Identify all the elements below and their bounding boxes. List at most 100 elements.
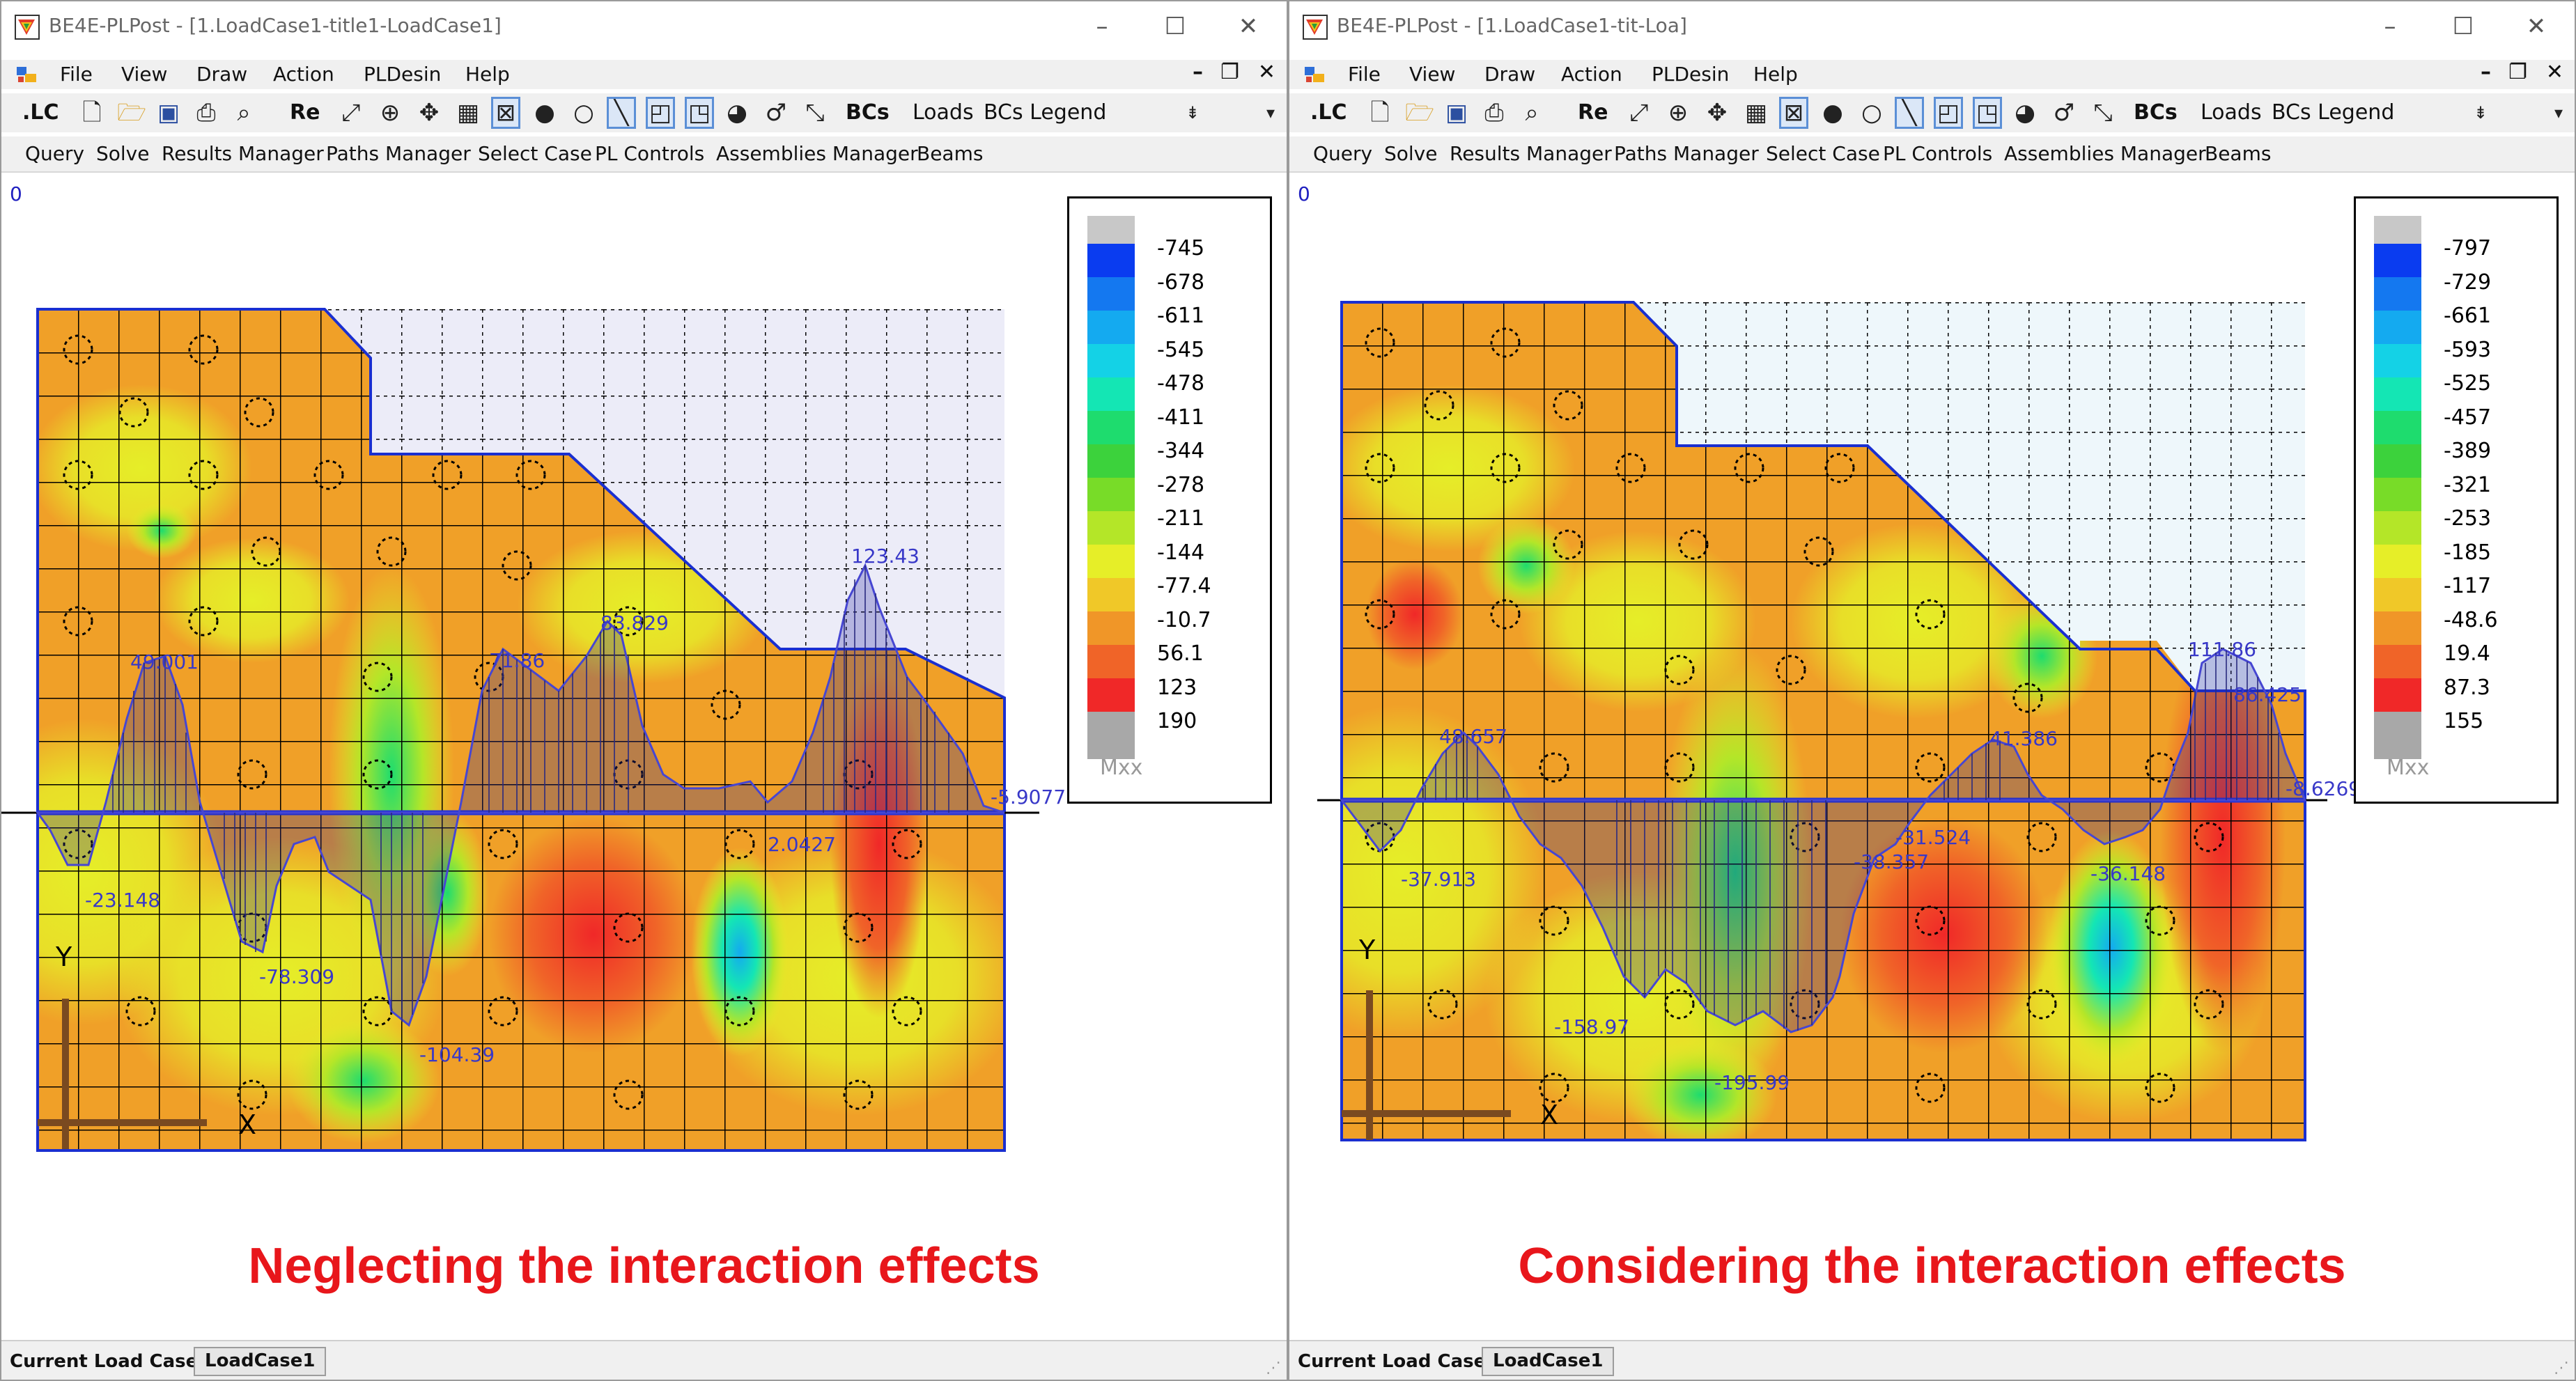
area-icon[interactable]: ◰ bbox=[1934, 97, 1963, 129]
element-icon[interactable]: ○ bbox=[573, 99, 594, 127]
mdi-restore-button[interactable]: ❐ bbox=[2508, 60, 2527, 84]
results-manager-button[interactable]: Results Manager bbox=[162, 142, 324, 165]
line-icon[interactable]: ╲ bbox=[607, 97, 636, 129]
pan-icon[interactable]: ✥ bbox=[419, 99, 440, 127]
document-icon[interactable] bbox=[1303, 64, 1326, 85]
print-preview-icon[interactable]: ⌕ bbox=[237, 99, 251, 127]
title-bar[interactable]: BE4E-PLPost - [1.LoadCase1-tit-Loa] – ☐ … bbox=[1289, 1, 2575, 53]
bcs-button[interactable]: BCs bbox=[846, 100, 890, 125]
toolbar-overflow-icon[interactable]: ⇟ bbox=[1185, 103, 1200, 123]
element-icon[interactable]: ○ bbox=[1861, 99, 1882, 127]
resize-grip-icon[interactable]: ⋰ bbox=[2554, 1359, 2569, 1377]
mdi-restore-button[interactable]: ❐ bbox=[1220, 60, 1239, 84]
paths-manager-button[interactable]: Paths Manager bbox=[1614, 142, 1759, 165]
menu-view[interactable]: View bbox=[121, 63, 168, 86]
menu-file[interactable]: File bbox=[1348, 63, 1381, 86]
contour-plot[interactable]: 48.657 41.386 111.86 86.425 -8.6269 -37.… bbox=[1289, 175, 2575, 1220]
menu-action[interactable]: Action bbox=[1561, 63, 1622, 86]
pan-icon[interactable]: ✥ bbox=[1707, 99, 1728, 127]
maximize-button[interactable]: ☐ bbox=[2452, 13, 2474, 40]
minimize-button[interactable]: – bbox=[2384, 13, 2396, 40]
assemblies-manager-button[interactable]: Assemblies Manager bbox=[2004, 142, 2206, 165]
close-button[interactable]: ✕ bbox=[2526, 13, 2547, 40]
solve-button[interactable]: Solve bbox=[1384, 142, 1438, 165]
support-icon[interactable]: ◕ bbox=[727, 99, 747, 127]
beams-button[interactable]: Beams bbox=[2205, 142, 2272, 165]
pile-icon[interactable]: ♂ bbox=[2053, 99, 2075, 127]
open-folder-icon[interactable]: 🗁 bbox=[1405, 99, 1435, 127]
menu-draw[interactable]: Draw bbox=[1484, 63, 1536, 86]
menu-help[interactable]: Help bbox=[465, 63, 510, 86]
zoom-extents-icon[interactable]: ⤢ bbox=[341, 99, 361, 127]
lc-button[interactable]: .LC bbox=[1310, 100, 1347, 125]
pl-controls-button[interactable]: PL Controls bbox=[1883, 142, 1993, 165]
mdi-minimize-button[interactable]: – bbox=[2481, 60, 2491, 84]
select-case-button[interactable]: Select Case bbox=[1766, 142, 1880, 165]
zoom-window-icon[interactable]: ⊕ bbox=[380, 99, 401, 127]
lc-button[interactable]: .LC bbox=[22, 100, 59, 125]
select-case-button[interactable]: Select Case bbox=[478, 142, 592, 165]
regenerate-button[interactable]: Re bbox=[1578, 100, 1608, 125]
pile-icon[interactable]: ♂ bbox=[765, 99, 787, 127]
node-icon[interactable]: ● bbox=[534, 99, 555, 127]
node-icon[interactable]: ● bbox=[1822, 99, 1843, 127]
grid-icon[interactable]: ▦ bbox=[1744, 99, 1768, 127]
regenerate-button[interactable]: Re bbox=[290, 100, 320, 125]
menu-view[interactable]: View bbox=[1409, 63, 1456, 86]
document-icon[interactable] bbox=[15, 64, 38, 85]
mdi-minimize-button[interactable]: – bbox=[1193, 60, 1203, 84]
bcs-legend-button[interactable]: BCs Legend bbox=[2272, 100, 2395, 125]
solve-button[interactable]: Solve bbox=[96, 142, 150, 165]
menu-draw[interactable]: Draw bbox=[196, 63, 248, 86]
resize-grip-icon[interactable]: ⋰ bbox=[1266, 1359, 1281, 1377]
pl-controls-button[interactable]: PL Controls bbox=[595, 142, 705, 165]
results-manager-button[interactable]: Results Manager bbox=[1450, 142, 1612, 165]
toolbar-overflow-icon[interactable]: ⇟ bbox=[2473, 103, 2488, 123]
results-view[interactable]: 0 bbox=[1, 175, 1287, 1332]
toolbar-dropdown-icon[interactable]: ▾ bbox=[2554, 103, 2563, 123]
close-button[interactable]: ✕ bbox=[1238, 13, 1259, 40]
print-icon[interactable]: ⎙ bbox=[196, 99, 216, 127]
print-preview-icon[interactable]: ⌕ bbox=[1525, 99, 1539, 127]
minimize-button[interactable]: – bbox=[1096, 13, 1108, 40]
results-view[interactable]: 0 bbox=[1289, 175, 2575, 1332]
open-folder-icon[interactable]: 🗁 bbox=[117, 99, 147, 127]
grid-icon[interactable]: ▦ bbox=[456, 99, 480, 127]
loads-button[interactable]: Loads bbox=[913, 100, 974, 125]
load-icon[interactable]: ⤡ bbox=[2093, 99, 2113, 127]
title-bar[interactable]: BE4E-PLPost - [1.LoadCase1-title1-LoadCa… bbox=[1, 1, 1287, 53]
toolbar-dropdown-icon[interactable]: ▾ bbox=[1266, 103, 1275, 123]
print-icon[interactable]: ⎙ bbox=[1484, 99, 1504, 127]
new-file-icon[interactable]: 🗋 bbox=[1370, 99, 1390, 127]
area-icon[interactable]: ◰ bbox=[646, 97, 675, 129]
current-load-case-field[interactable]: LoadCase1 bbox=[1482, 1347, 1615, 1376]
save-icon[interactable]: ▣ bbox=[157, 99, 180, 127]
bcs-button[interactable]: BCs bbox=[2134, 100, 2178, 125]
axes-icon[interactable]: ⊠ bbox=[1779, 97, 1808, 129]
support-icon[interactable]: ◕ bbox=[2015, 99, 2035, 127]
zoom-window-icon[interactable]: ⊕ bbox=[1668, 99, 1689, 127]
menu-help[interactable]: Help bbox=[1753, 63, 1798, 86]
load-icon[interactable]: ⤡ bbox=[805, 99, 825, 127]
menu-action[interactable]: Action bbox=[273, 63, 334, 86]
line-icon[interactable]: ╲ bbox=[1895, 97, 1924, 129]
paths-manager-button[interactable]: Paths Manager bbox=[326, 142, 471, 165]
mdi-close-button[interactable]: ✕ bbox=[2545, 60, 2563, 84]
query-button[interactable]: Query bbox=[25, 142, 85, 165]
mdi-close-button[interactable]: ✕ bbox=[1257, 60, 1275, 84]
new-file-icon[interactable]: 🗋 bbox=[82, 99, 102, 127]
menu-file[interactable]: File bbox=[60, 63, 93, 86]
maximize-button[interactable]: ☐ bbox=[1164, 13, 1186, 40]
query-button[interactable]: Query bbox=[1313, 142, 1373, 165]
axes-icon[interactable]: ⊠ bbox=[491, 97, 520, 129]
contour-plot[interactable]: 49.001 71.86 83.829 123.43 2.0427 -5.907… bbox=[1, 175, 1287, 1220]
zoom-extents-icon[interactable]: ⤢ bbox=[1629, 99, 1649, 127]
bcs-legend-button[interactable]: BCs Legend bbox=[984, 100, 1107, 125]
panel-icon[interactable]: ◳ bbox=[685, 97, 714, 129]
save-icon[interactable]: ▣ bbox=[1445, 99, 1468, 127]
menu-pldesin[interactable]: PLDesin bbox=[1652, 63, 1730, 86]
beams-button[interactable]: Beams bbox=[917, 142, 984, 165]
loads-button[interactable]: Loads bbox=[2201, 100, 2262, 125]
panel-icon[interactable]: ◳ bbox=[1973, 97, 2002, 129]
menu-pldesin[interactable]: PLDesin bbox=[364, 63, 442, 86]
